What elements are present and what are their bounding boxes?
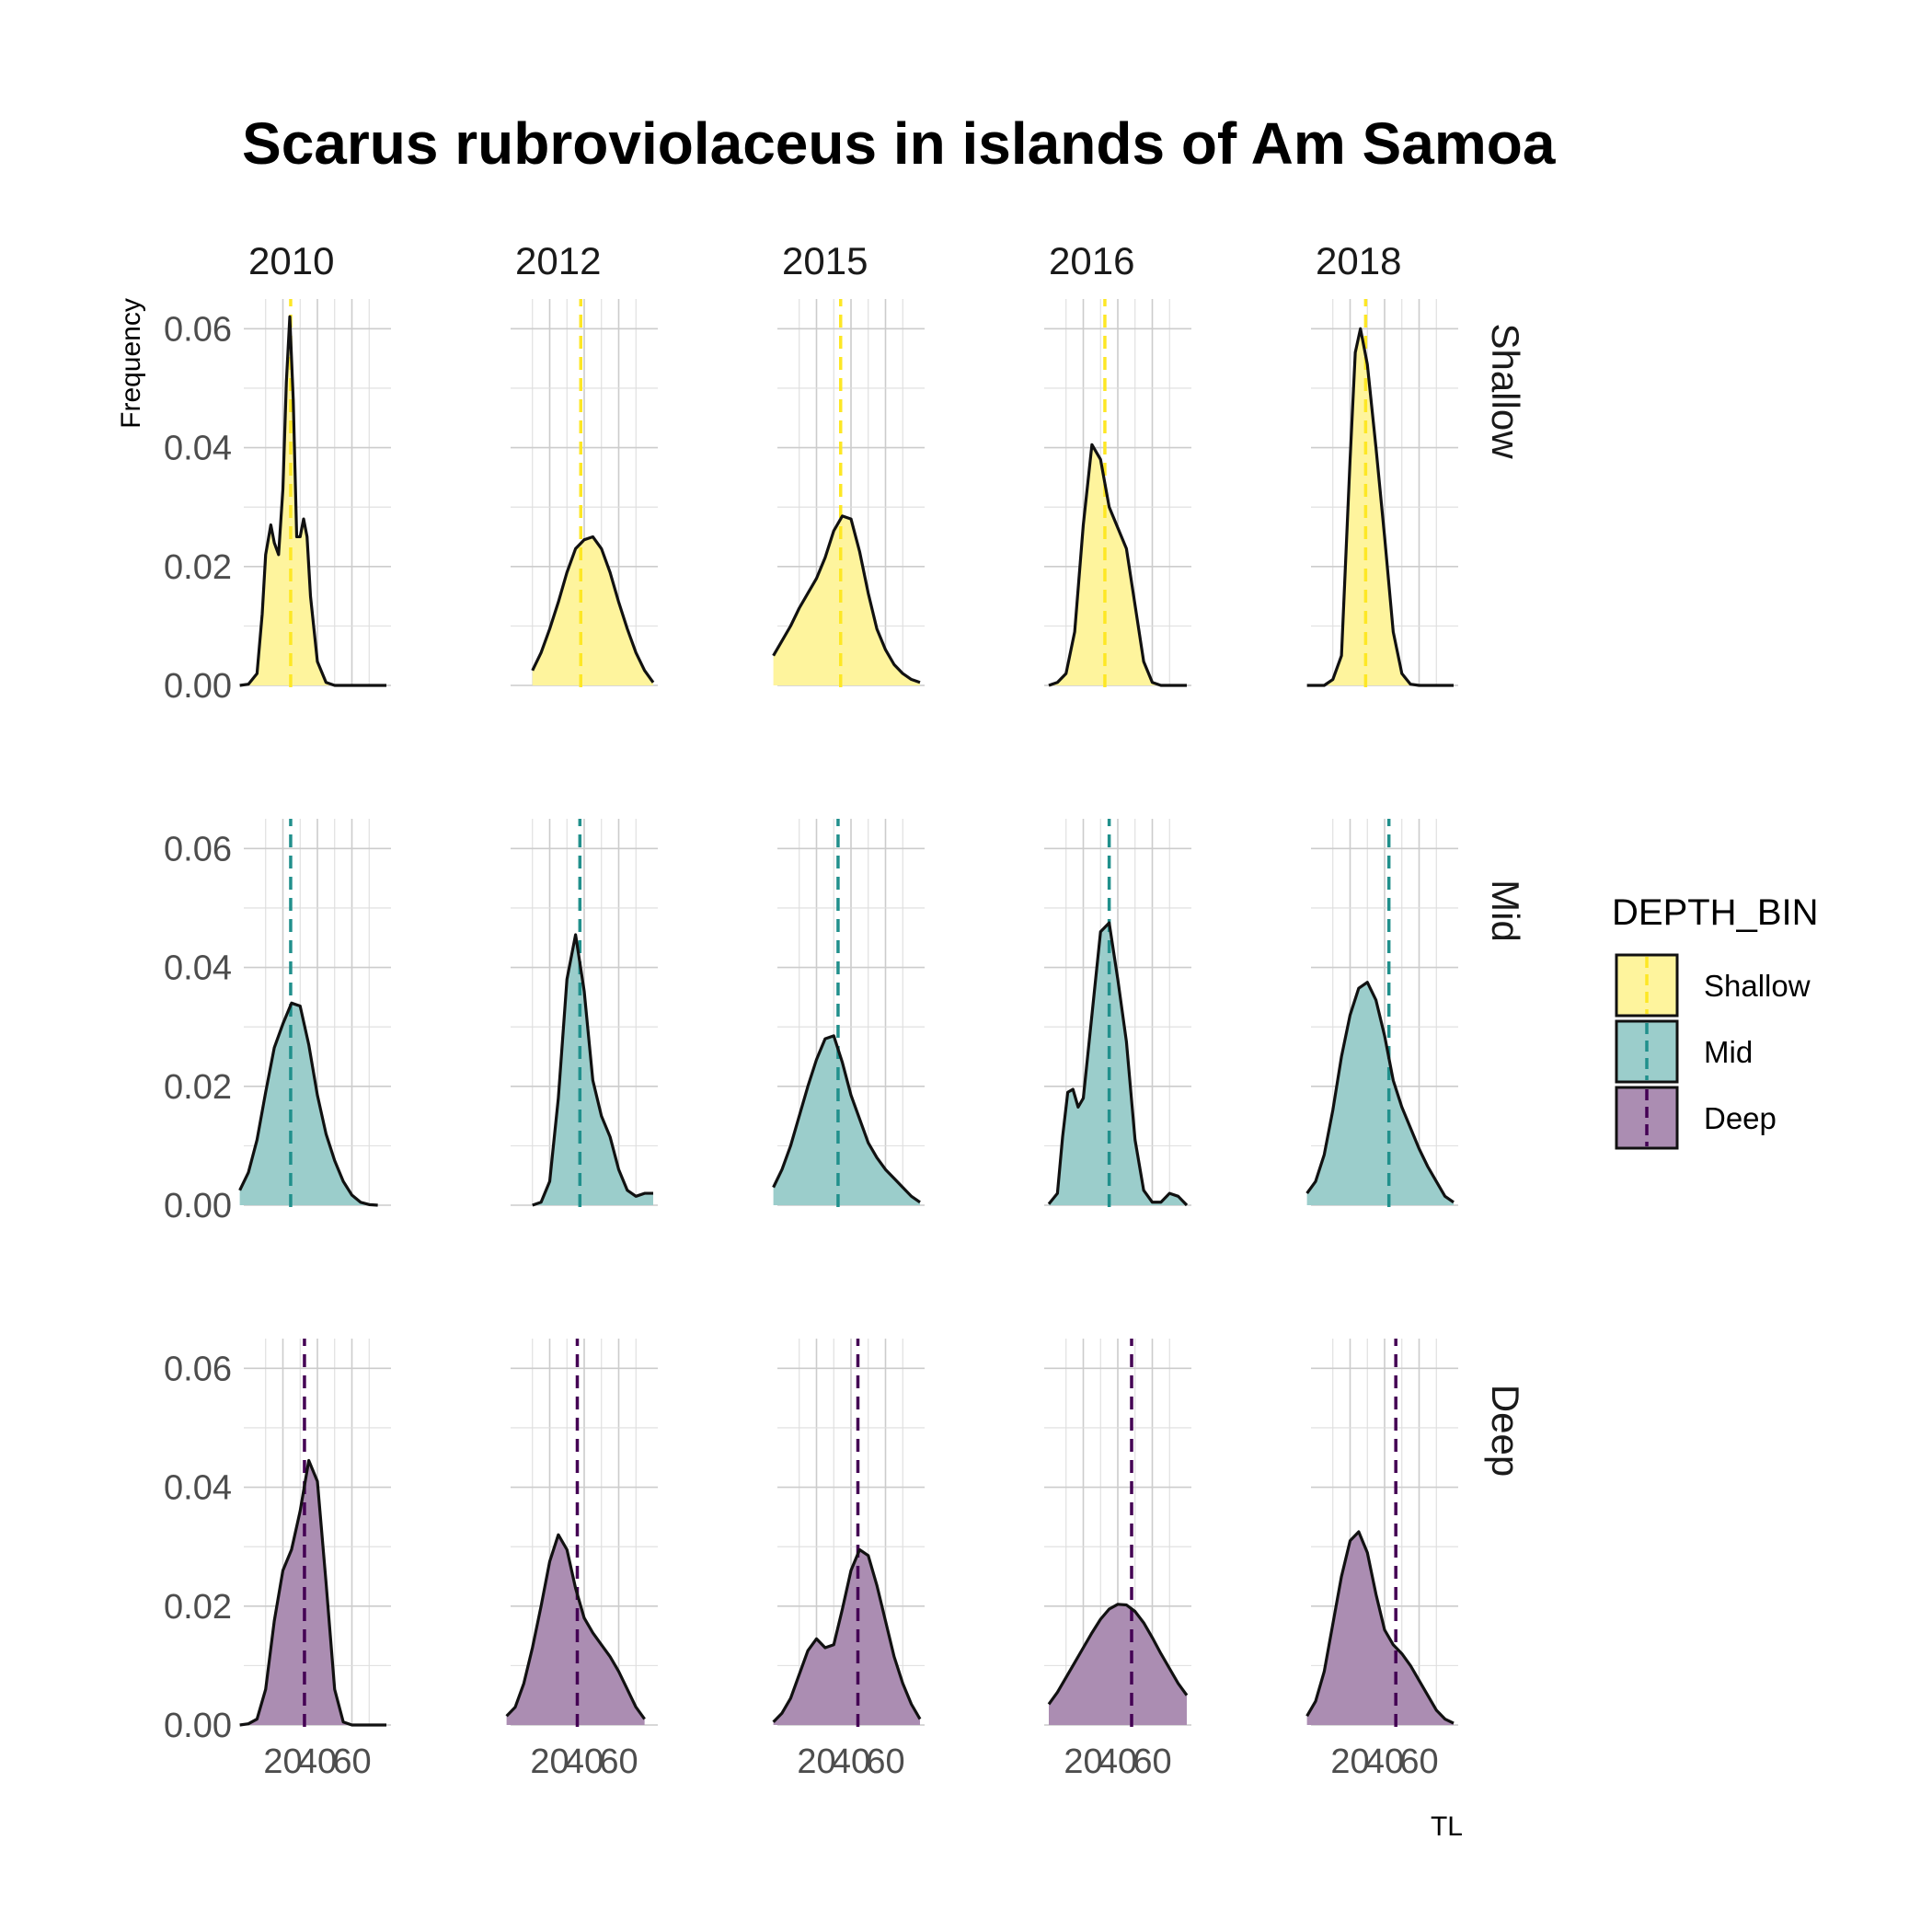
density-area-2016-shallow — [1049, 444, 1187, 685]
density-line-2015-mid — [772, 1034, 921, 1204]
legend-keys: Shallow Mid Deep — [1615, 953, 1811, 1150]
panel-2015-mid — [772, 819, 925, 1207]
density-area-2016-mid — [1049, 923, 1187, 1205]
strip-label-2012: 2012 — [515, 239, 601, 282]
strip-label-2016: 2016 — [1049, 239, 1134, 282]
row-strip-label-shallow: Shallow — [1484, 323, 1527, 459]
legend-key-mid: Mid — [1615, 1019, 1753, 1084]
y-tick-label: 0.02 — [164, 1588, 232, 1627]
x-tick-label: 60 — [1399, 1742, 1438, 1781]
row-strip-label-deep: Deep — [1484, 1385, 1527, 1477]
y-tick-label: 0.00 — [164, 1187, 232, 1225]
x-tick-label: 20 — [530, 1742, 569, 1781]
density-line-2010-deep — [239, 1458, 386, 1727]
x-tick-label: 20 — [797, 1742, 835, 1781]
density-area-2010-mid — [239, 1003, 378, 1205]
density-line-2018-shallow — [1306, 327, 1454, 687]
x-tick-label: 40 — [298, 1742, 337, 1781]
y-tick-label: 0.00 — [164, 1707, 232, 1745]
density-line-2012-mid — [532, 933, 653, 1207]
density-line-2016-deep — [1047, 1603, 1189, 1706]
density-area-2012-deep — [506, 1535, 645, 1725]
density-line-2012-deep — [505, 1533, 646, 1720]
x-tick-label: 20 — [1064, 1742, 1102, 1781]
x-tick-label: 40 — [1365, 1742, 1404, 1781]
legend-key-deep: Deep — [1615, 1086, 1777, 1150]
legend-label: Mid — [1704, 1035, 1753, 1069]
legend-label: Shallow — [1704, 969, 1811, 1003]
density-area-2012-shallow — [532, 536, 653, 685]
x-tick-label: 20 — [1330, 1742, 1369, 1781]
density-line-2016-mid — [1047, 921, 1189, 1207]
panel-2015-shallow — [772, 299, 925, 687]
panel-2010-mid — [238, 819, 391, 1207]
strip-label-2015: 2015 — [782, 239, 868, 282]
x-axis-label: TL — [1431, 1811, 1463, 1842]
density-line-2018-deep — [1305, 1530, 1455, 1725]
density-line-2010-mid — [238, 1001, 378, 1207]
y-axis-label: Frequency — [116, 298, 146, 429]
density-area-2010-deep — [239, 1460, 386, 1725]
panel-2016-mid — [1044, 819, 1191, 1207]
density-line-2016-shallow — [1048, 443, 1187, 687]
density-area-2018-deep — [1306, 1532, 1454, 1725]
panel-2010-shallow — [239, 299, 391, 687]
x-tick-label: 60 — [332, 1742, 371, 1781]
row-strip-label-mid: Mid — [1484, 880, 1527, 942]
density-area-2012-mid — [532, 935, 653, 1205]
density-line-2015-shallow — [772, 514, 921, 684]
facet-grid: 2010 2012 2015 2016 2018 Shallow Mid Deep 0.00 0.… — [164, 239, 1527, 1781]
chart-title: Scarus rubroviolaceus in islands of Am S… — [242, 110, 1556, 177]
y-tick-label: 0.06 — [164, 1350, 232, 1388]
x-tick-label: 40 — [565, 1742, 604, 1781]
x-tick-label: 60 — [1133, 1742, 1171, 1781]
strip-label-2010: 2010 — [248, 239, 334, 282]
density-line-2015-deep — [772, 1547, 922, 1723]
density-line-2012-shallow — [531, 535, 655, 684]
strip-label-2018: 2018 — [1316, 239, 1401, 282]
y-tick-label: 0.04 — [164, 1469, 232, 1508]
panel-2018-shallow — [1306, 299, 1458, 687]
panel-2018-mid — [1305, 819, 1458, 1207]
panel-2016-shallow — [1044, 299, 1191, 687]
x-tick-label: 60 — [599, 1742, 638, 1781]
density-area-2015-deep — [773, 1549, 920, 1725]
y-tick-label: 0.04 — [164, 430, 232, 468]
y-tick-label: 0.06 — [164, 310, 232, 349]
density-area-2018-mid — [1306, 982, 1454, 1205]
density-area-2016-deep — [1049, 1604, 1187, 1725]
y-tick-label: 0.00 — [164, 667, 232, 706]
legend-title: DEPTH_BIN — [1612, 892, 1819, 933]
x-tick-label: 40 — [832, 1742, 870, 1781]
density-area-2015-shallow — [773, 515, 920, 685]
panel-2012-shallow — [511, 299, 658, 687]
y-tick-label: 0.06 — [164, 830, 232, 868]
legend: DEPTH_BIN Shallow Mid Deep — [1612, 892, 1819, 1150]
density-line-2018-mid — [1305, 981, 1455, 1204]
density-line-2010-shallow — [239, 315, 386, 687]
y-tick-label: 0.02 — [164, 548, 232, 587]
legend-label: Deep — [1704, 1101, 1777, 1135]
y-tick-label: 0.02 — [164, 1068, 232, 1107]
density-area-2010-shallow — [239, 316, 386, 685]
y-tick-label: 0.04 — [164, 949, 232, 988]
panel-2012-mid — [511, 819, 658, 1207]
x-tick-label: 60 — [866, 1742, 904, 1781]
x-tick-label: 40 — [1098, 1742, 1137, 1781]
legend-key-shallow: Shallow — [1615, 953, 1811, 1018]
density-area-2015-mid — [773, 1035, 920, 1205]
x-tick-label: 20 — [263, 1742, 302, 1781]
